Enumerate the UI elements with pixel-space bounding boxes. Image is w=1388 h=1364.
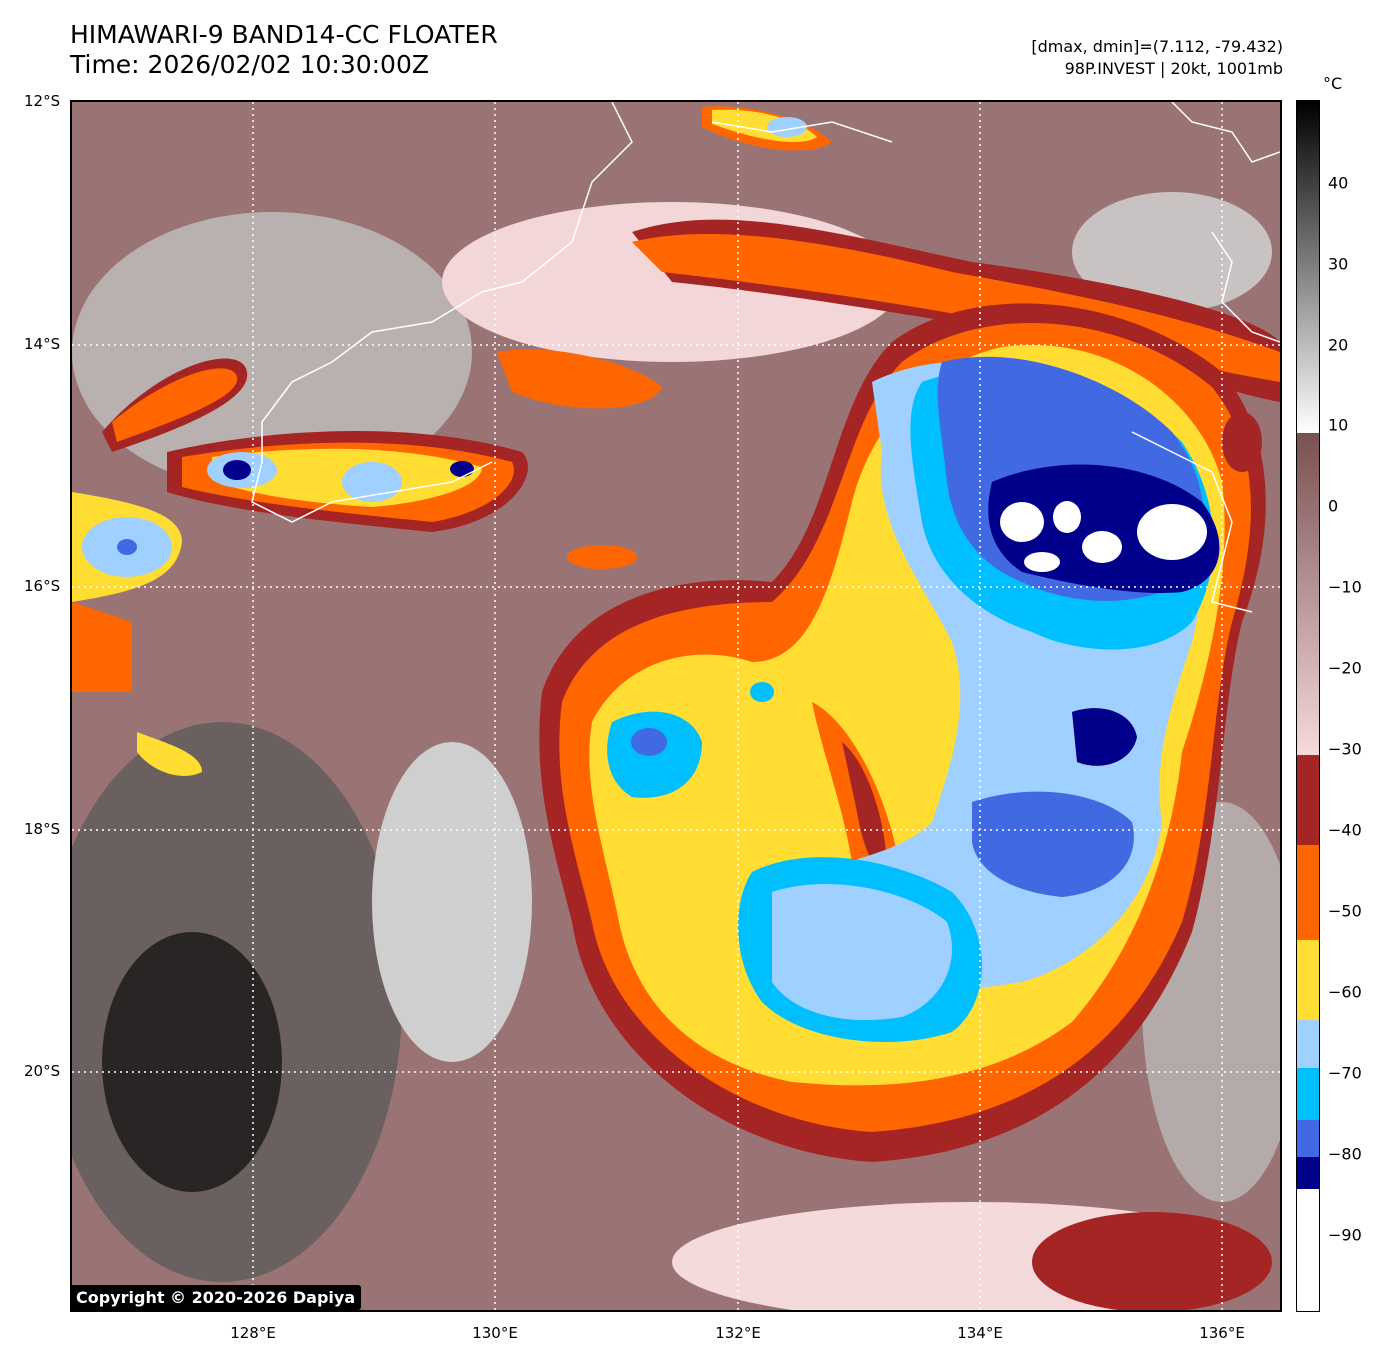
chart-title: HIMAWARI-9 BAND14-CC FLOATER Time: 2026/… [70, 20, 498, 80]
title-line-1: HIMAWARI-9 BAND14-CC FLOATER [70, 20, 498, 49]
lon-label-132e: 132°E [715, 1324, 761, 1342]
lon-label-130e: 130°E [472, 1324, 518, 1342]
lon-label-134e: 134°E [957, 1324, 1003, 1342]
colorbar-scale [1297, 101, 1319, 1311]
colorbar-tick-40: 40 [1328, 173, 1349, 193]
colorbar-tick-minus30: −30 [1328, 739, 1362, 759]
copyright-badge: Copyright © 2020-2026 Dapiya [70, 1285, 362, 1310]
dmax-dmin: [dmax, dmin]=(7.112, -79.432) [1031, 37, 1283, 56]
colorbar-tick-10: 10 [1328, 415, 1349, 435]
lat-label-18s: 18°S [24, 820, 61, 838]
colorbar-tick-minus50: −50 [1328, 901, 1362, 921]
lat-label-16s: 16°S [24, 577, 61, 595]
lat-label-20s: 20°S [24, 1062, 61, 1080]
colorbar-tick-minus40: −40 [1328, 820, 1362, 840]
lon-label-128e: 128°E [230, 1324, 276, 1342]
title-line-2: Time: 2026/02/02 10:30:00Z [70, 50, 429, 79]
colorbar-unit: °C [1323, 74, 1343, 93]
lat-label-12s: 12°S [24, 92, 61, 110]
colorbar-tick-minus20: −20 [1328, 658, 1362, 678]
lat-label-14s: 14°S [24, 335, 61, 353]
metadata: [dmax, dmin]=(7.112, -79.432) 98P.INVEST… [1031, 36, 1283, 80]
cloud-top-imagery [72, 102, 1280, 1310]
lon-label-136e: 136°E [1199, 1324, 1245, 1342]
colorbar-tick-minus80: −80 [1328, 1144, 1362, 1164]
colorbar-tick-30: 30 [1328, 254, 1349, 274]
colorbar-tick-20: 20 [1328, 335, 1349, 355]
colorbar-tick-minus90: −90 [1328, 1225, 1362, 1245]
satellite-image [70, 100, 1282, 1312]
storm-info: 98P.INVEST | 20kt, 1001mb [1064, 59, 1283, 78]
colorbar-tick-minus70: −70 [1328, 1063, 1362, 1083]
colorbar-tick-minus60: −60 [1328, 982, 1362, 1002]
colorbar-tick-minus10: −10 [1328, 577, 1362, 597]
colorbar [1296, 100, 1320, 1312]
colorbar-tick-0: 0 [1328, 496, 1339, 516]
